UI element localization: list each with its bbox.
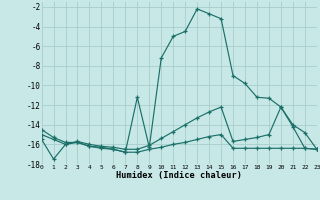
X-axis label: Humidex (Indice chaleur): Humidex (Indice chaleur) (116, 171, 242, 180)
